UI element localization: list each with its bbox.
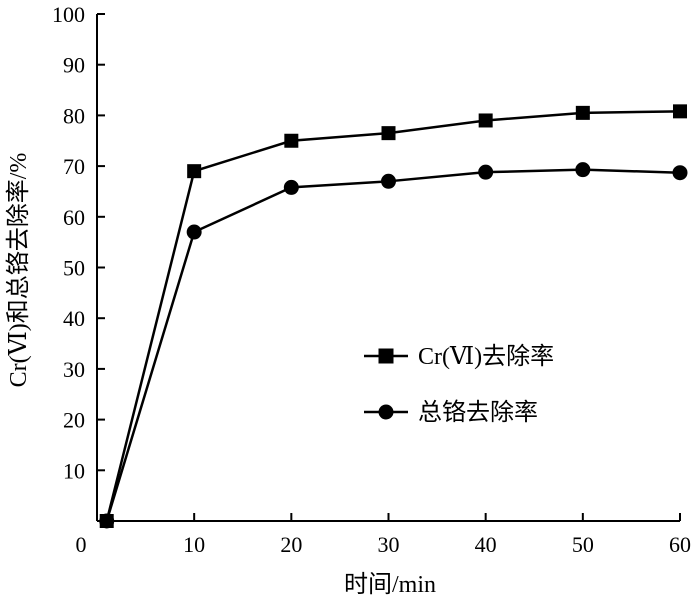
data-point-square xyxy=(381,126,396,141)
y-tick-label: 30 xyxy=(63,357,85,382)
series-layer xyxy=(99,104,688,529)
ticks: 10 20 30 40 50 60 70 80 90 100 0 10 20 30 40 50 60 xyxy=(52,2,691,557)
series-2 xyxy=(99,162,688,529)
data-point-square xyxy=(187,164,202,179)
data-point-circle xyxy=(381,173,396,189)
y-tick-label: 20 xyxy=(63,408,85,433)
data-point-square xyxy=(575,105,590,120)
y-tick-label: 100 xyxy=(52,2,85,27)
x-tick-label: 50 xyxy=(572,532,594,557)
y-tick-label: 60 xyxy=(63,205,85,230)
legend-marker-circle xyxy=(378,404,394,420)
data-point-square xyxy=(478,113,493,128)
x-tick-label: 10 xyxy=(183,532,205,557)
data-point-circle xyxy=(186,224,202,240)
y-tick-label: 40 xyxy=(63,306,85,331)
y-tick-label: 90 xyxy=(63,53,85,78)
legend-label: Cr(Ⅵ)去除率 xyxy=(418,343,554,370)
y-tick-label: 50 xyxy=(63,256,85,281)
legend-item-1: Cr(Ⅵ)去除率 xyxy=(364,343,554,370)
y-axis-title: Cr(Ⅵ)和总铬去除率/% xyxy=(5,153,32,388)
data-point-square xyxy=(673,104,687,119)
x-tick-label: 20 xyxy=(280,532,302,557)
y-tick-label: 80 xyxy=(63,103,85,128)
data-point-circle xyxy=(478,164,494,180)
x-tick-label: 60 xyxy=(669,532,691,557)
x-axis-title: 时间/min xyxy=(344,571,436,598)
data-point-square xyxy=(284,133,299,148)
x-tick-label: 0 xyxy=(76,532,87,557)
y-tick-label: 70 xyxy=(63,154,85,179)
series-1 xyxy=(99,104,687,528)
data-point-circle xyxy=(672,165,688,181)
legend-item-2: 总铬去除率 xyxy=(364,399,538,426)
legend-marker-square xyxy=(378,348,394,364)
x-tick-label: 40 xyxy=(475,532,497,557)
y-tick-label: 10 xyxy=(63,458,85,483)
series-line xyxy=(105,168,681,522)
data-point-circle xyxy=(99,513,115,529)
data-point-circle xyxy=(283,179,299,195)
legend-label: 总铬去除率 xyxy=(418,399,538,426)
data-point-circle xyxy=(575,162,591,178)
x-tick-label: 30 xyxy=(378,532,400,557)
